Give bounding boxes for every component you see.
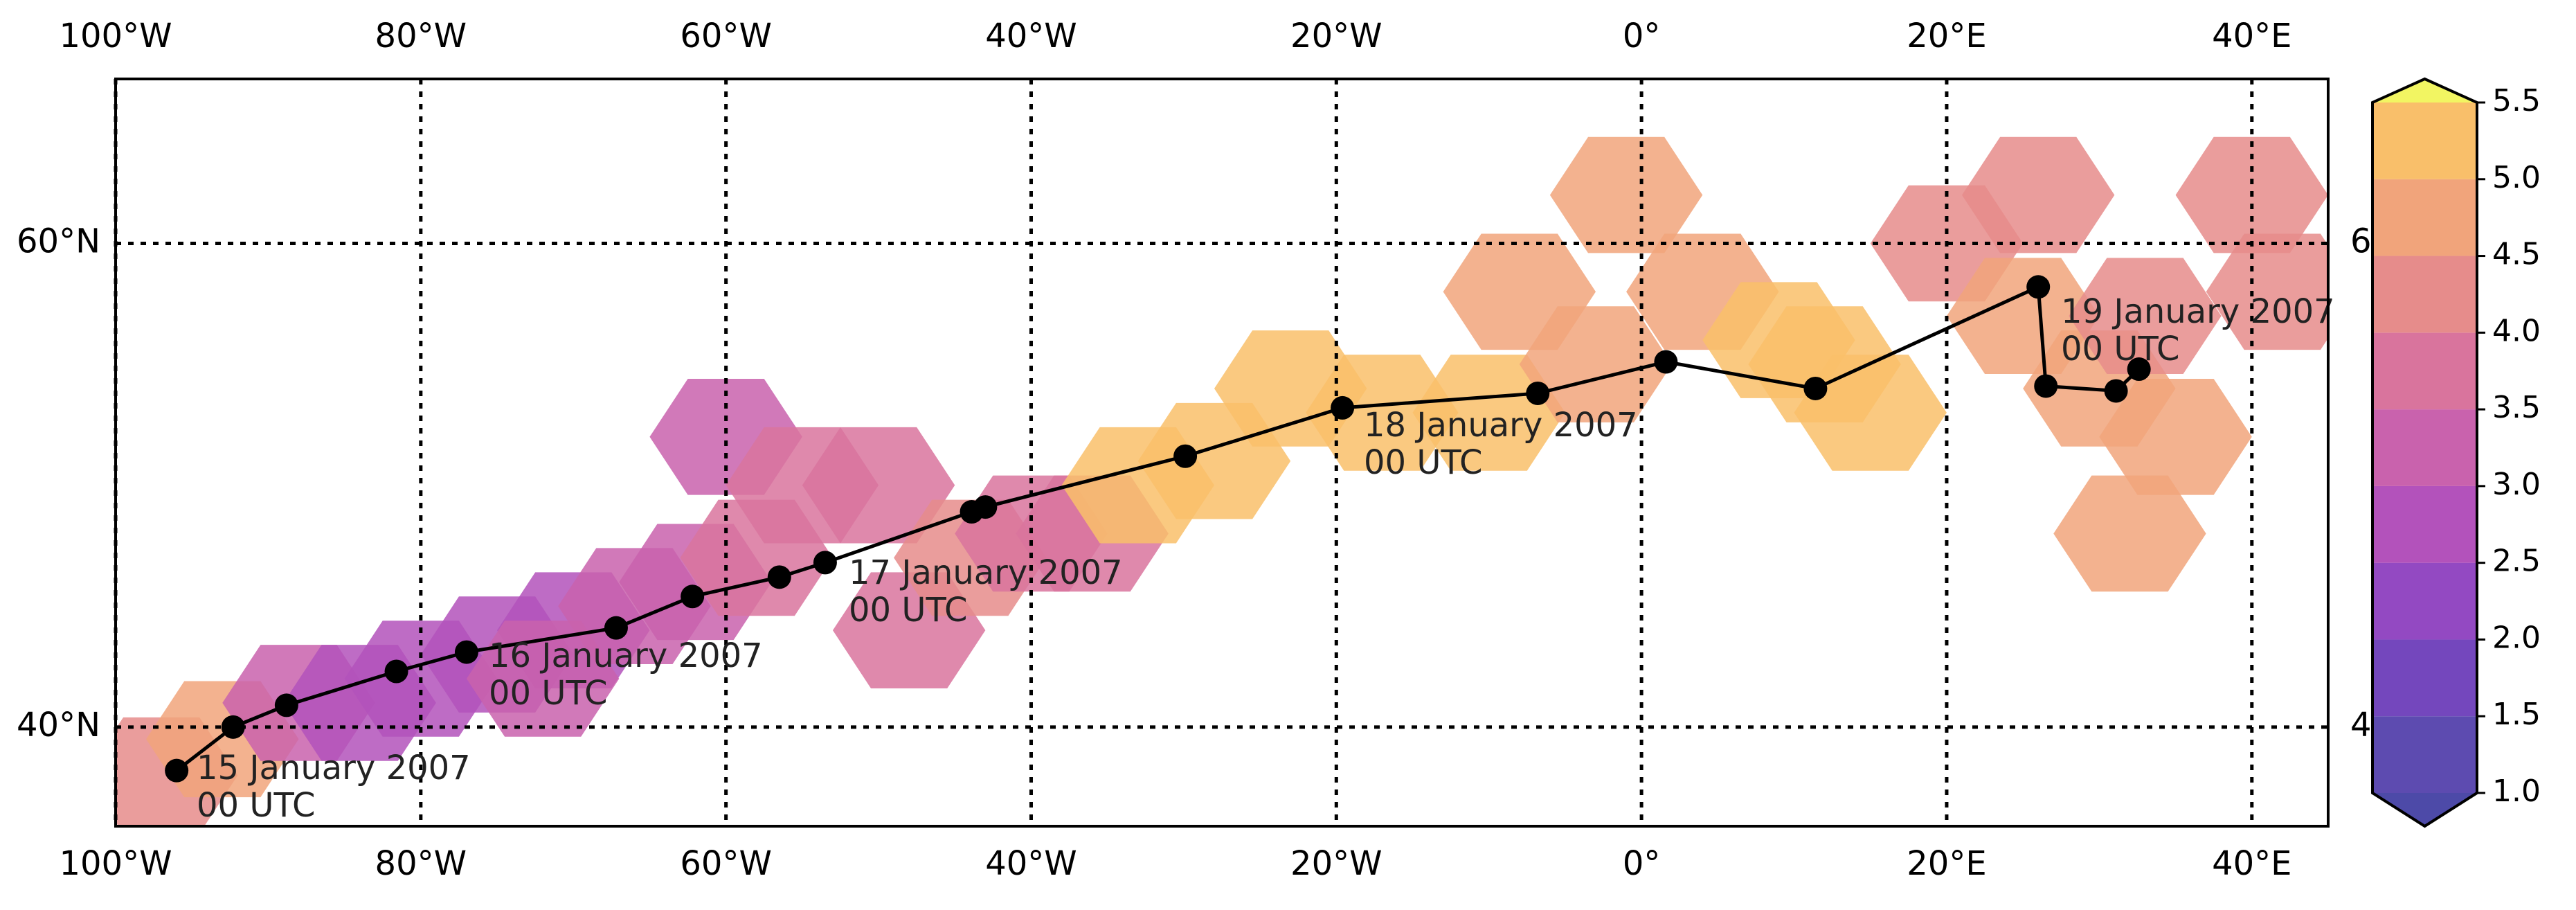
track-point [1173, 444, 1198, 468]
x-tick-label: 20°W [1290, 17, 1382, 55]
y-tick-label: 60°N [17, 222, 100, 260]
colorbar-band [2372, 256, 2477, 333]
annotation: 15 January 2007 [197, 749, 471, 787]
intensity-cell [1519, 306, 1673, 422]
colorbar-band [2372, 409, 2477, 486]
track-point [2127, 357, 2151, 382]
intensity-cell [802, 427, 955, 544]
colorbar-band [2372, 639, 2477, 717]
colorbar-tick-label: 2.0 [2492, 620, 2541, 655]
track-point [2034, 374, 2058, 398]
track-point [221, 715, 245, 739]
colorbar: 1.0 1.5 2.0 2.5 3.0 3.5 4.0 4.5 5.0 5.5 [2371, 77, 2541, 828]
colorbar-tick-label: 1.5 [2492, 697, 2541, 732]
x-tick-label: 80°W [375, 17, 467, 55]
annotation: 00 UTC [1364, 443, 1483, 482]
intensity-cell [1412, 355, 1565, 471]
colorbar-tick-label: 5.5 [2492, 83, 2541, 118]
x-tick-label: 20°E [1907, 844, 1986, 883]
colorbar-tick-label: 4.5 [2492, 237, 2541, 272]
colorbar-band [2372, 716, 2477, 793]
intensity-cell [2069, 258, 2222, 375]
track-point [1654, 350, 1678, 374]
annotation: 16 January 2007 [489, 636, 763, 675]
colorbar-tick-label: 3.0 [2492, 467, 2541, 502]
x-tick-label: 40°W [985, 844, 1077, 883]
track-point [274, 693, 298, 717]
track-point [2104, 379, 2128, 403]
intensity-cell [1962, 136, 2115, 253]
track-point [2026, 275, 2051, 299]
intensity-cell [1794, 355, 1947, 471]
annotation: 19 January 2007 [2061, 292, 2335, 331]
track-point [1331, 395, 1355, 420]
intensity-cell [2099, 378, 2252, 495]
intensity-cell [466, 621, 620, 737]
colorbar-tick-label: 2.5 [2492, 544, 2541, 579]
x-tick-label: 60°W [680, 844, 772, 883]
colorbar-tick-label: 3.5 [2492, 390, 2541, 425]
intensity-cell [1306, 355, 1459, 471]
colorbar-band [2372, 179, 2477, 256]
colorbar-tick-label: 1.0 [2492, 774, 2541, 809]
intensity-cell [1549, 136, 1703, 253]
x-tick-label: 0° [1623, 844, 1661, 883]
colorbar-over [2372, 79, 2477, 102]
annotation: 00 UTC [849, 591, 968, 630]
track-point [454, 640, 478, 664]
cells-layer [116, 136, 2328, 826]
colorbar-band [2372, 332, 2477, 410]
x-tick-label: 0° [1623, 17, 1661, 55]
axes-layer: 100°W 100°W 80°W 80°W 60°W 60°W 40°W 40°W 20°W 20… [17, 17, 2372, 883]
annotation: 00 UTC [2061, 330, 2180, 368]
track-point [767, 565, 791, 589]
x-tick-label: 20°W [1290, 844, 1382, 883]
annotation: 00 UTC [197, 786, 316, 825]
annotation: 18 January 2007 [1364, 406, 1638, 445]
x-tick-label: 60°W [680, 17, 772, 55]
intensity-cell [2206, 233, 2328, 350]
y-tick-label: 40°N [17, 706, 100, 744]
x-tick-label: 100°W [59, 17, 172, 55]
x-tick-label: 20°E [1907, 17, 1986, 55]
track-point [165, 758, 189, 783]
track-point [813, 551, 837, 575]
intensity-cell [2053, 475, 2206, 592]
colorbar-tick-label: 4.0 [2492, 313, 2541, 348]
track-point [681, 585, 705, 609]
track-point [1526, 381, 1550, 405]
clipped-label: 6 [2350, 222, 2372, 260]
x-tick-label: 40°E [2212, 844, 2291, 883]
x-tick-label: 40°W [985, 17, 1077, 55]
colorbar-tick-label: 5.0 [2492, 160, 2541, 195]
track-point [1803, 376, 1828, 400]
clipped-label: 4 [2350, 706, 2372, 744]
x-tick-label: 40°E [2212, 17, 2291, 55]
x-tick-label: 80°W [375, 844, 467, 883]
x-tick-label: 100°W [59, 844, 172, 883]
annotation: 17 January 2007 [849, 553, 1123, 592]
track-point [384, 659, 408, 684]
map-frame [114, 78, 2330, 828]
colorbar-band [2372, 485, 2477, 563]
track-point [973, 495, 998, 519]
annotation: 00 UTC [489, 674, 608, 713]
colorbar-under [2372, 793, 2477, 826]
colorbar-band [2372, 102, 2477, 179]
track-point [604, 616, 628, 640]
colorbar-band [2372, 562, 2477, 640]
